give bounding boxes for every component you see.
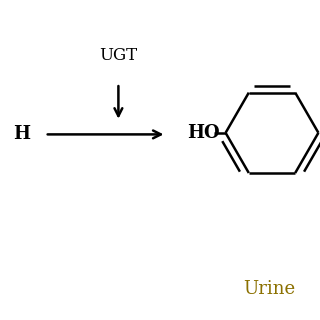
Text: HO: HO xyxy=(187,124,220,142)
Text: H: H xyxy=(13,125,30,143)
Text: UGT: UGT xyxy=(99,47,138,64)
Text: Urine: Urine xyxy=(243,280,295,298)
